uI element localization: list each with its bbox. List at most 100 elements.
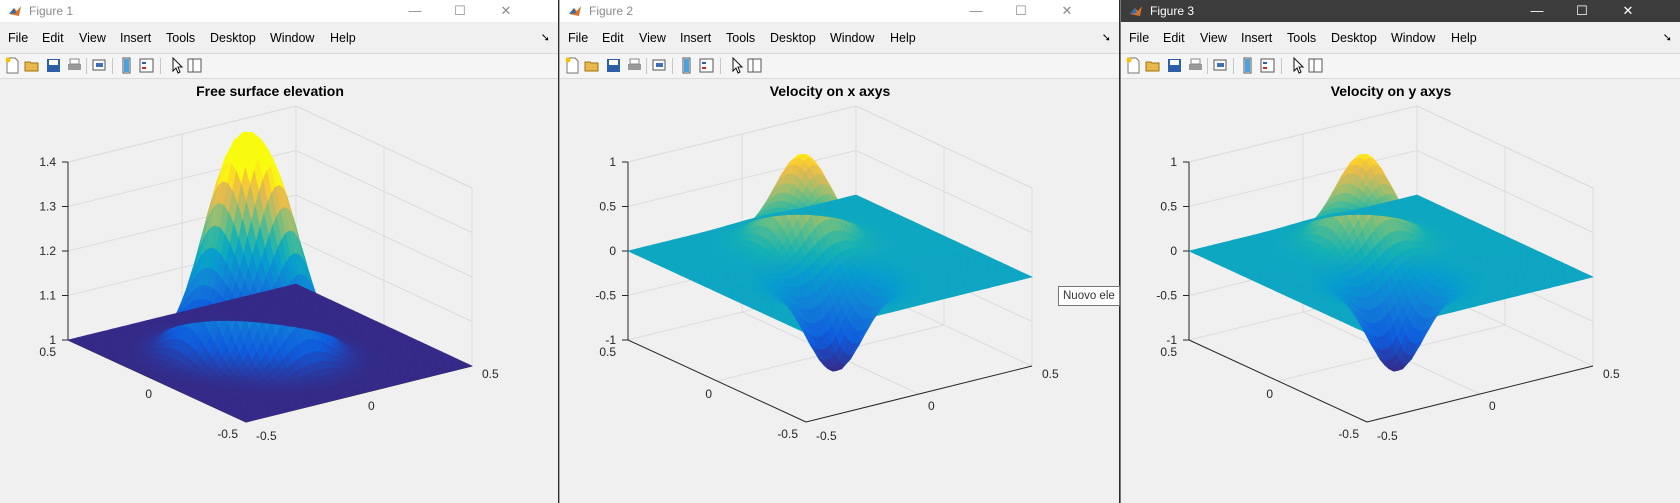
z-tick-label: 1.4 <box>39 155 56 169</box>
legend-icon[interactable] <box>698 57 715 74</box>
save-icon[interactable] <box>1166 57 1183 74</box>
toolbar-separator <box>160 58 161 74</box>
close-button[interactable]: ✕ <box>1622 3 1634 18</box>
open-file-icon[interactable] <box>24 57 41 74</box>
print-icon[interactable] <box>1187 57 1204 74</box>
menu-file[interactable]: File <box>8 31 29 45</box>
menu-desktop[interactable]: Desktop <box>210 31 256 45</box>
toolbar-separator <box>1281 58 1282 74</box>
menu-overflow-icon[interactable]: ➘ <box>1662 32 1672 44</box>
legend-icon[interactable] <box>138 57 155 74</box>
pointer-icon[interactable] <box>1289 56 1306 74</box>
print-icon[interactable] <box>626 57 643 74</box>
pointer-icon[interactable] <box>728 56 745 74</box>
save-icon[interactable] <box>45 57 62 74</box>
menu-overflow-icon[interactable]: ➘ <box>1101 32 1111 44</box>
menu-edit[interactable]: Edit <box>42 31 64 45</box>
plot-title: Velocity on x axys <box>770 83 891 99</box>
colorbar-icon[interactable] <box>678 57 695 74</box>
menu-tools[interactable]: Tools <box>166 31 196 45</box>
minimize-button[interactable]: — <box>969 3 983 18</box>
menu-help[interactable]: Help <box>890 31 916 45</box>
grid-line <box>1188 105 1418 163</box>
surface-plot[interactable]: Free surface elevation 1 1.1 1.2 1.3 1.4 -0.5 0… <box>0 78 558 503</box>
menu-view[interactable]: View <box>79 31 106 45</box>
menu-tools[interactable]: Tools <box>1287 31 1317 45</box>
colorbar-icon[interactable] <box>118 57 135 74</box>
x-tick-label: 0.5 <box>482 367 499 381</box>
title-bar[interactable]: Figure 3 — ☐ ✕ <box>1121 0 1680 22</box>
z-tick-label: -1 <box>605 333 616 347</box>
menu-insert[interactable]: Insert <box>1241 31 1273 45</box>
title-bar[interactable]: Figure 1 — ☐ ✕ <box>0 0 558 22</box>
x-tick-label: 0.5 <box>1042 367 1059 381</box>
menu-help[interactable]: Help <box>1451 31 1477 45</box>
toolbar-separator <box>720 58 721 74</box>
toolbar-separator <box>86 58 87 74</box>
new-figure-icon[interactable] <box>1125 57 1142 74</box>
title-bar[interactable]: Figure 2 — ☐ ✕ <box>560 0 1119 22</box>
close-button[interactable]: ✕ <box>1061 3 1073 18</box>
maximize-button[interactable]: ☐ <box>1576 3 1588 18</box>
new-figure-icon[interactable] <box>564 57 581 74</box>
menu-bar: File Edit View Insert Tools Desktop Wind… <box>1121 29 1680 49</box>
link-plot-icon[interactable] <box>651 57 668 74</box>
print-icon[interactable] <box>66 57 83 74</box>
menu-window[interactable]: Window <box>270 31 315 45</box>
menu-edit[interactable]: Edit <box>602 31 624 45</box>
y-tick-label: 0.5 <box>39 345 56 359</box>
new-figure-icon[interactable] <box>4 57 21 74</box>
grid-line <box>1188 150 1418 207</box>
surface-plot[interactable]: Velocity on y axys -1 -0.5 0 0.5 1 -0.5 0 0.5 -0.… <box>1121 78 1679 503</box>
menu-edit[interactable]: Edit <box>1163 31 1185 45</box>
property-editor-icon[interactable] <box>746 57 763 74</box>
menu-file[interactable]: File <box>1129 31 1150 45</box>
open-file-icon[interactable] <box>1145 57 1162 74</box>
minimize-button[interactable]: — <box>1530 3 1544 18</box>
menu-desktop[interactable]: Desktop <box>1331 31 1377 45</box>
menu-desktop[interactable]: Desktop <box>770 31 816 45</box>
figure-window-2: Figure 2 — ☐ ✕ File Edit View Insert Too… <box>559 0 1119 503</box>
menu-window[interactable]: Window <box>830 31 875 45</box>
z-tick-label: 0 <box>609 244 616 258</box>
grid-line <box>295 239 473 322</box>
x-tick-label: 0 <box>368 399 375 413</box>
save-icon[interactable] <box>605 57 622 74</box>
y-tick-label: 0 <box>705 387 712 401</box>
surface-mesh <box>67 131 473 423</box>
legend-icon[interactable] <box>1259 57 1276 74</box>
z-tick-label: -0.5 <box>595 289 616 303</box>
menu-view[interactable]: View <box>639 31 666 45</box>
grid-line <box>627 150 857 207</box>
link-plot-icon[interactable] <box>1212 57 1229 74</box>
matlab-icon <box>8 4 22 18</box>
figure-toolbar <box>1121 53 1680 79</box>
link-plot-icon[interactable] <box>91 57 108 74</box>
menu-tools[interactable]: Tools <box>726 31 756 45</box>
maximize-button[interactable]: ☐ <box>454 3 466 18</box>
window-title: Figure 1 <box>29 4 74 18</box>
y-tick-label: 0 <box>145 387 152 401</box>
surface-plot[interactable]: Velocity on x axys -1 -0.5 0 0.5 1 -0.5 0 0.5 -0.… <box>560 78 1118 503</box>
menu-bar: File Edit View Insert Tools Desktop Wind… <box>560 29 1119 49</box>
pointer-icon[interactable] <box>168 56 185 74</box>
menu-view[interactable]: View <box>1200 31 1227 45</box>
grid-line <box>295 194 473 278</box>
minimize-button[interactable]: — <box>408 3 422 18</box>
property-editor-icon[interactable] <box>186 57 203 74</box>
colorbar-icon[interactable] <box>1239 57 1256 74</box>
menu-help[interactable]: Help <box>330 31 356 45</box>
close-button[interactable]: ✕ <box>500 3 512 18</box>
menu-insert[interactable]: Insert <box>680 31 712 45</box>
maximize-button[interactable]: ☐ <box>1015 3 1027 18</box>
surface-mesh <box>627 154 1033 372</box>
surface-mesh <box>1188 154 1594 372</box>
open-file-icon[interactable] <box>584 57 601 74</box>
menu-window[interactable]: Window <box>1391 31 1436 45</box>
menu-file[interactable]: File <box>568 31 589 45</box>
grid-line <box>67 105 297 163</box>
menu-overflow-icon[interactable]: ➘ <box>540 32 550 44</box>
grid-line <box>855 105 1033 189</box>
property-editor-icon[interactable] <box>1307 57 1324 74</box>
menu-insert[interactable]: Insert <box>120 31 152 45</box>
